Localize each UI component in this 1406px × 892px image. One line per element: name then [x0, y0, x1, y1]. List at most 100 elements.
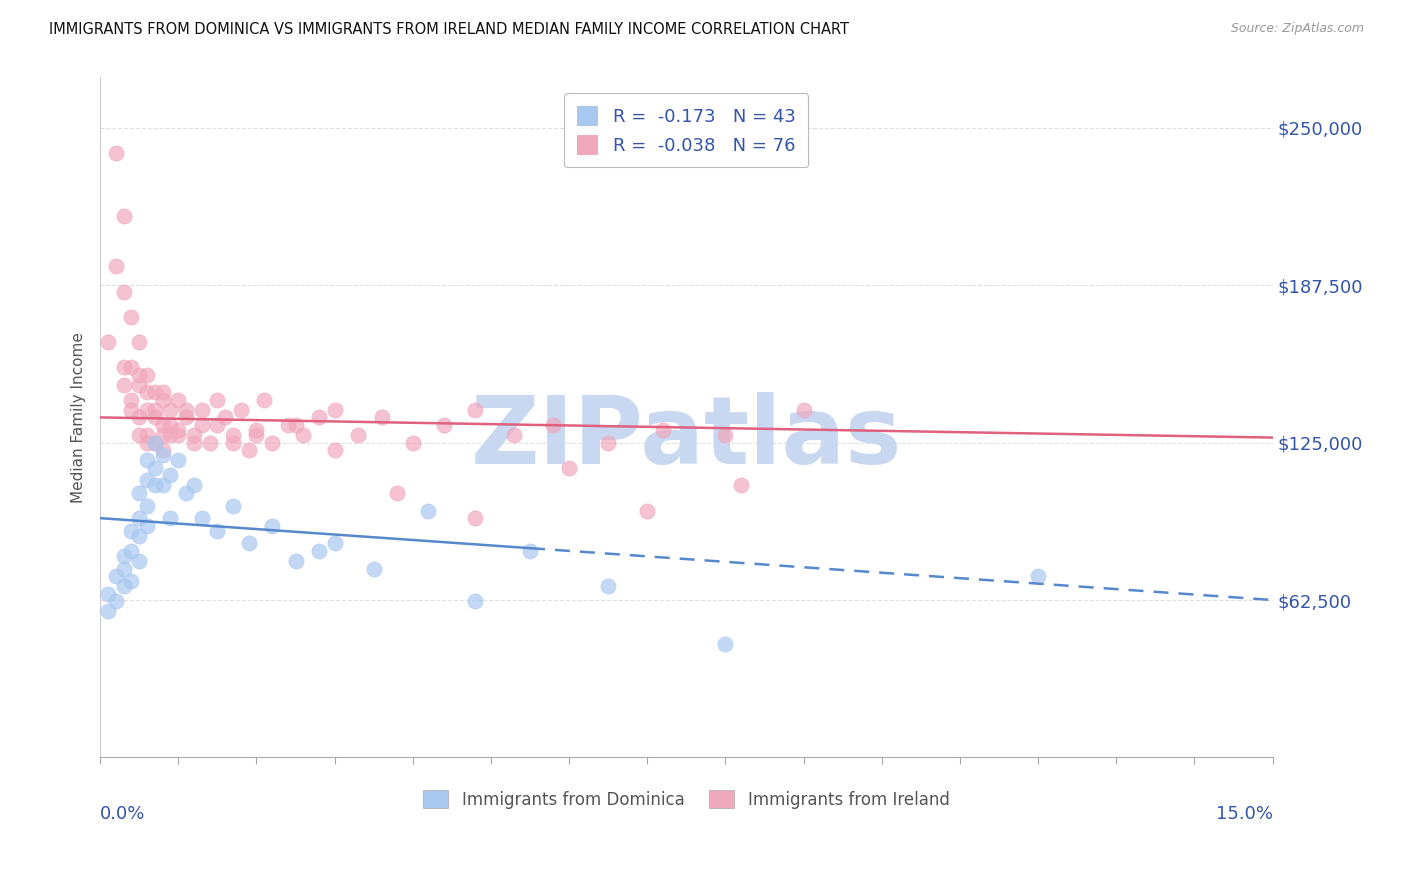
Point [120, 402, 142, 417]
Point [120, 392, 142, 407]
Point [222, 435, 245, 450]
Point [464, 402, 486, 417]
Point [464, 594, 486, 608]
Point [97, 604, 120, 618]
Point [128, 410, 150, 425]
Point [143, 460, 166, 475]
Point [104, 260, 127, 274]
Point [152, 392, 174, 407]
Point [245, 428, 267, 442]
Point [112, 285, 135, 299]
Point [433, 417, 456, 432]
Point [128, 334, 150, 349]
Point [120, 524, 142, 538]
Point [136, 518, 159, 533]
Point [714, 637, 737, 651]
Point [190, 417, 212, 432]
Point [136, 453, 159, 467]
Point [418, 503, 440, 517]
Point [128, 486, 150, 500]
Point [292, 428, 315, 442]
Point [143, 402, 166, 417]
Point [143, 435, 166, 450]
Point [143, 410, 166, 425]
Point [112, 209, 135, 223]
Point [323, 402, 346, 417]
Point [793, 402, 815, 417]
Point [167, 423, 190, 437]
Point [152, 443, 174, 458]
Point [308, 410, 330, 425]
Point [167, 428, 190, 442]
Point [323, 536, 346, 550]
Point [238, 443, 260, 458]
Point [183, 435, 205, 450]
Point [190, 511, 212, 525]
Point [229, 402, 252, 417]
Point [222, 428, 245, 442]
Point [152, 417, 174, 432]
Point [370, 410, 392, 425]
Point [136, 474, 159, 488]
Point [112, 359, 135, 374]
Point [136, 385, 159, 400]
Point [136, 368, 159, 382]
Point [128, 554, 150, 568]
Point [347, 428, 370, 442]
Point [198, 435, 221, 450]
Point [152, 478, 174, 492]
Point [262, 435, 284, 450]
Point [136, 402, 159, 417]
Point [174, 402, 197, 417]
Point [128, 368, 150, 382]
Point [363, 561, 385, 575]
Point [636, 503, 658, 517]
Point [402, 435, 425, 450]
Point [143, 478, 166, 492]
Point [112, 579, 135, 593]
Point [120, 574, 142, 588]
Point [277, 417, 299, 432]
Point [167, 453, 190, 467]
Point [159, 511, 181, 525]
Point [174, 410, 197, 425]
Point [238, 536, 260, 550]
Point [503, 428, 526, 442]
Point [136, 428, 159, 442]
Point [222, 499, 245, 513]
Point [323, 443, 346, 458]
Point [143, 385, 166, 400]
Point [183, 478, 205, 492]
Point [112, 549, 135, 563]
Point [651, 423, 673, 437]
Point [207, 392, 229, 407]
Point [598, 435, 620, 450]
Point [152, 428, 174, 442]
Point [385, 486, 408, 500]
Point [183, 428, 205, 442]
Point [207, 417, 229, 432]
Text: ZIPatlas: ZIPatlas [471, 392, 903, 483]
Point [97, 587, 120, 601]
Point [1026, 569, 1049, 583]
Point [128, 511, 150, 525]
Point [120, 310, 142, 324]
Point [104, 146, 127, 161]
Point [730, 478, 752, 492]
Point [159, 428, 181, 442]
Point [128, 529, 150, 543]
Point [104, 594, 127, 608]
Point [104, 569, 127, 583]
Point [308, 544, 330, 558]
Point [159, 468, 181, 483]
Point [464, 511, 486, 525]
Point [136, 499, 159, 513]
Point [245, 423, 267, 437]
Point [519, 544, 541, 558]
Point [167, 392, 190, 407]
Point [543, 417, 565, 432]
Point [152, 448, 174, 462]
Point [128, 377, 150, 392]
Point [207, 524, 229, 538]
Point [120, 359, 142, 374]
